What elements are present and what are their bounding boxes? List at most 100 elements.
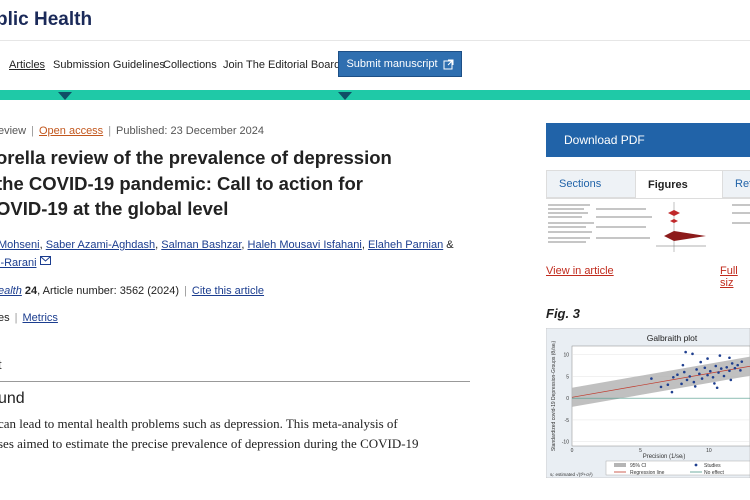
y-tick-label: 10 [563,353,569,359]
study-point [666,383,670,386]
email-icon[interactable] [39,256,51,265]
study-point [684,350,687,354]
nav-editorial-board[interactable]: Join The Editorial Board [223,59,341,71]
study-point [718,354,722,357]
author-link[interactable]: Elaheh Parnian [367,239,444,251]
nav-articles[interactable]: Articles [9,59,46,71]
journal-title[interactable]: blic Health [0,9,93,30]
download-pdf-button[interactable]: Download PDF [546,123,750,157]
study-point [688,375,692,378]
divider [0,381,470,382]
tab-references[interactable]: Refe [722,170,750,198]
open-access-link[interactable]: Open access [38,125,104,137]
study-point [672,376,675,379]
legend-ci: 95% CI [630,463,646,469]
nav-submission-guidelines[interactable]: Submission Guidelines [53,59,165,71]
study-point [650,377,653,380]
y-tick-label: 5 [566,374,569,380]
title-line: the COVID-19 pandemic: Call to action fo… [0,172,363,194]
figure-label: Fig. 3 [546,306,580,321]
study-point [722,374,726,378]
article-meta: eview | Open access | Published: 23 December… [0,125,265,137]
study-point [729,378,733,382]
x-tick-label: 0 [571,448,574,454]
section-heading-fragment: t [0,357,2,372]
study-point [719,367,723,370]
title-line: OVID-19 at the global level [0,198,229,219]
author-link[interactable]: Mohseni [0,239,40,251]
journal-link[interactable]: ealth [0,285,22,297]
study-point [680,382,683,386]
submit-manuscript-label: Submit manuscript [346,58,438,70]
metrics-row: es | Metrics [0,312,58,324]
x-axis-label: Precision (1/seᵢ) [643,454,686,460]
external-link-icon [443,59,454,69]
study-point [740,360,744,363]
study-point [699,360,703,364]
study-point [725,366,729,369]
accesses-fragment: es [0,312,10,324]
study-point [728,369,731,373]
nav-collections[interactable]: Collections [163,59,217,71]
main-nav: Articles Submission Guidelines Collectio… [0,48,750,80]
title-line: orella review of the prevalence of depre… [0,147,392,168]
study-point [659,385,663,389]
cite-article-link[interactable]: Cite this article [191,285,265,297]
study-point [708,369,712,373]
study-point [706,357,709,360]
chart-title: Galbraith plot [647,333,698,343]
y-tick-label: -10 [562,440,569,446]
figure-thumbnail[interactable] [546,200,750,260]
band-notch-right [338,92,352,100]
study-point [682,370,686,374]
x-tick-label: 10 [706,448,712,454]
tab-sections[interactable]: Sections [546,170,636,198]
brand-band [0,90,750,100]
legend-regression: Regression line [630,470,665,476]
study-point [714,364,718,368]
volume: 24 [24,285,38,297]
study-point [728,356,731,360]
published-date: Published: 23 December 2024 [116,125,265,137]
author-ampersand: & [446,239,454,251]
submit-manuscript-button[interactable]: Submit manuscript [338,51,462,77]
x-tick-label: 5 [639,448,642,454]
journal-header: blic Health [0,0,750,41]
citation-line: ealth 24, Article number: 3562 (2024) | Ci… [0,285,265,297]
author-link[interactable]: Haleh Mousavi Isfahani [247,239,362,251]
galbraith-chart[interactable]: Galbraith plot Standardized covid-19 Dep… [546,328,750,478]
legend-box [605,460,750,476]
chart-footnote: sᵢ: estimated √(τ̂²+σᵢ²) [550,472,593,477]
study-point [739,369,742,372]
full-size-link[interactable]: Full siz [720,265,738,289]
sidebar-tabs: Sections Figures Refe [546,170,750,199]
study-point [730,362,734,365]
study-point [698,372,701,376]
legend-ci-swatch [614,463,626,467]
study-point [670,390,674,394]
author-list: Mohseni, Saber Azami-Aghdash, Salman Bas… [0,239,454,269]
study-point [733,366,737,370]
y-tick-label: 0 [566,396,569,402]
view-in-article-link[interactable]: View in article [546,265,614,277]
article-type: eview [0,125,27,137]
study-point [703,366,707,370]
study-point [692,380,696,384]
y-axis-label: Standardized covid-19 Depression-Groups … [551,341,557,452]
abstract-line: ses aimed to estimate the precise preval… [0,436,419,451]
study-point [676,373,679,376]
study-point [717,371,720,374]
legend-no-effect: No effect [704,470,725,476]
study-point [706,373,709,377]
author-link[interactable]: i-Rarani [0,257,37,269]
study-point [693,385,697,388]
metrics-link[interactable]: Metrics [22,312,58,324]
author-link[interactable]: Salman Bashzar [161,239,242,251]
regression-line [571,365,750,398]
study-point [711,376,715,379]
y-tick-label: -5 [565,418,570,424]
study-point [695,368,698,371]
author-link[interactable]: Saber Azami-Aghdash [45,239,156,251]
tab-figures[interactable]: Figures [636,170,722,198]
study-point [685,378,689,382]
